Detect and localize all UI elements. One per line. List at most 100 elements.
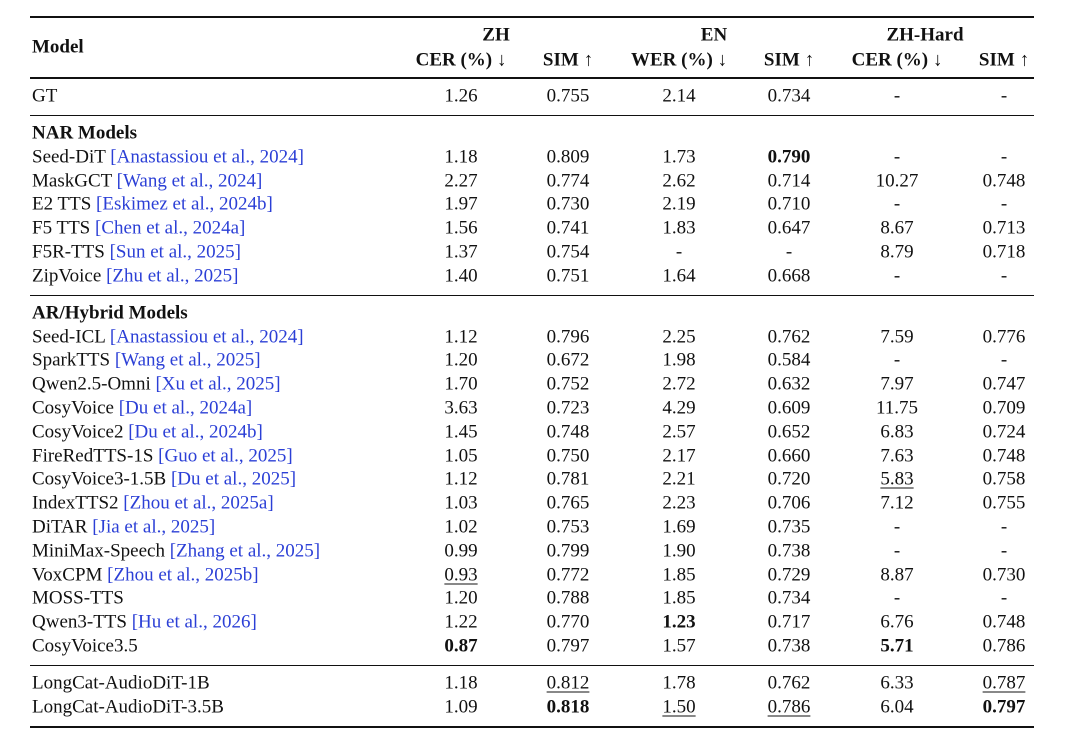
- model-name: IndexTTS2 [Zhou et al., 2025a]: [32, 494, 274, 513]
- model: E2 TTS: [32, 193, 92, 215]
- cell: 0.735: [767, 516, 811, 538]
- cell: -: [893, 540, 901, 562]
- model-name: F5R-TTS [Sun et al., 2025]: [32, 243, 241, 262]
- cell: 0.714: [767, 170, 811, 192]
- model: CosyVoice2: [32, 421, 124, 443]
- cell: -: [1000, 146, 1008, 168]
- cell: 1.57: [662, 635, 696, 657]
- header-column: WER (%) ↓: [630, 49, 728, 71]
- cell: 0.720: [767, 468, 811, 490]
- cell: 0.709: [982, 397, 1026, 419]
- cell: 0.668: [767, 265, 811, 287]
- model-name: CosyVoice2 [Du et al., 2024b]: [32, 422, 263, 441]
- cell: 0.786: [767, 696, 811, 718]
- model-name: MOSS-TTS: [32, 589, 124, 608]
- cell: 5.71: [880, 635, 914, 657]
- citation: [Du et al., 2025]: [170, 468, 297, 490]
- citation: [Jia et al., 2025]: [92, 516, 216, 538]
- model: FireRedTTS-1S: [32, 445, 154, 467]
- header-model: Model: [32, 36, 84, 58]
- cell: 0.762: [767, 672, 811, 694]
- cell: -: [893, 146, 901, 168]
- cell: 1.85: [662, 587, 696, 609]
- model: Qwen2.5-Omni: [32, 373, 151, 395]
- model: MaskGCT: [32, 170, 112, 192]
- rule-line: [30, 294, 1034, 296]
- cell: 2.27: [444, 170, 478, 192]
- cell: 2.19: [662, 193, 696, 215]
- cell: 0.660: [767, 445, 811, 467]
- cell: 0.609: [767, 397, 811, 419]
- cell: 2.25: [662, 326, 696, 348]
- header-column: CER (%) ↓: [851, 49, 943, 71]
- cell: 0.734: [767, 587, 811, 609]
- cell: 5.83: [880, 468, 914, 490]
- cell: 3.63: [444, 397, 478, 419]
- model-name: MiniMax-Speech [Zhang et al., 2025]: [32, 541, 320, 560]
- model: Seed-ICL: [32, 326, 106, 348]
- cell: 1.70: [444, 373, 478, 395]
- cell: -: [1000, 587, 1008, 609]
- model: F5R-TTS: [32, 241, 105, 263]
- cell: 0.772: [546, 564, 590, 586]
- cell: 0.770: [546, 611, 590, 633]
- cell: 0.729: [767, 564, 811, 586]
- header-column: SIM ↑: [978, 49, 1030, 71]
- citation: [Zhou et al., 2025b]: [107, 564, 259, 586]
- cell: -: [893, 587, 901, 609]
- header-column: CER (%) ↓: [415, 49, 507, 71]
- cell: 0.713: [982, 217, 1026, 239]
- cell: 0.751: [546, 265, 590, 287]
- model: DiTAR: [32, 516, 88, 538]
- cell: 0.796: [546, 326, 590, 348]
- model-name: CosyVoice3-1.5B [Du et al., 2025]: [32, 470, 296, 489]
- cell: 0.752: [546, 373, 590, 395]
- cell: 0.741: [546, 217, 590, 239]
- cell: 2.21: [662, 468, 696, 490]
- cell: 1.45: [444, 421, 478, 443]
- model: CosyVoice3.5: [32, 635, 138, 657]
- cell: 0.93: [444, 564, 478, 586]
- cell: 0.584: [767, 349, 811, 371]
- cell: 6.83: [880, 421, 914, 443]
- cell: 0.786: [982, 635, 1026, 657]
- cell: 1.26: [444, 85, 478, 107]
- model-name: Seed-ICL [Anastassiou et al., 2024]: [32, 327, 304, 346]
- cell: -: [1000, 349, 1008, 371]
- model: LongCat-AudioDiT-1B: [32, 672, 210, 694]
- cell: 0.734: [767, 85, 811, 107]
- model: CosyVoice3-1.5B: [32, 468, 167, 490]
- cell: 6.04: [880, 696, 914, 718]
- model: GT: [32, 85, 58, 107]
- cell: 0.755: [546, 85, 590, 107]
- citation: [Du et al., 2024b]: [128, 421, 263, 443]
- cell: 1.09: [444, 696, 478, 718]
- cell: 1.73: [662, 146, 696, 168]
- model: MiniMax-Speech: [32, 540, 165, 562]
- citation: [Chen et al., 2024a]: [95, 217, 246, 239]
- cell: -: [893, 349, 901, 371]
- cell: 4.29: [662, 397, 696, 419]
- section-title: NAR Models: [32, 122, 138, 144]
- cell: 2.62: [662, 170, 696, 192]
- cell: 7.63: [880, 445, 914, 467]
- cell: -: [675, 241, 683, 263]
- cell: 1.69: [662, 516, 696, 538]
- citation: [Anastassiou et al., 2024]: [109, 326, 304, 348]
- citation: [Sun et al., 2025]: [109, 241, 242, 263]
- cell: 0.754: [546, 241, 590, 263]
- cell: 0.790: [767, 146, 811, 168]
- model-name: CosyVoice3.5: [32, 637, 138, 656]
- cell: 0.730: [982, 564, 1026, 586]
- model: CosyVoice: [32, 397, 114, 419]
- cell: 0.748: [982, 445, 1026, 467]
- model-name: ZipVoice [Zhu et al., 2025]: [32, 266, 239, 285]
- cell: 1.40: [444, 265, 478, 287]
- cell: 0.774: [546, 170, 590, 192]
- cell: 0.755: [982, 492, 1026, 514]
- cell: -: [893, 193, 901, 215]
- cell: 6.33: [880, 672, 914, 694]
- model-name: LongCat-AudioDiT-3.5B: [32, 697, 224, 716]
- model-name: DiTAR [Jia et al., 2025]: [32, 518, 215, 537]
- cell: 1.22: [444, 611, 478, 633]
